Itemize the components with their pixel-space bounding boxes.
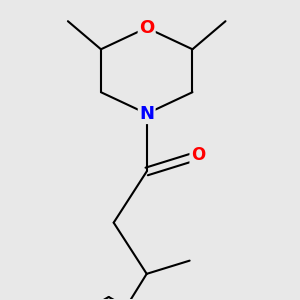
Text: N: N <box>139 105 154 123</box>
Text: O: O <box>139 19 154 37</box>
Text: O: O <box>191 146 205 164</box>
